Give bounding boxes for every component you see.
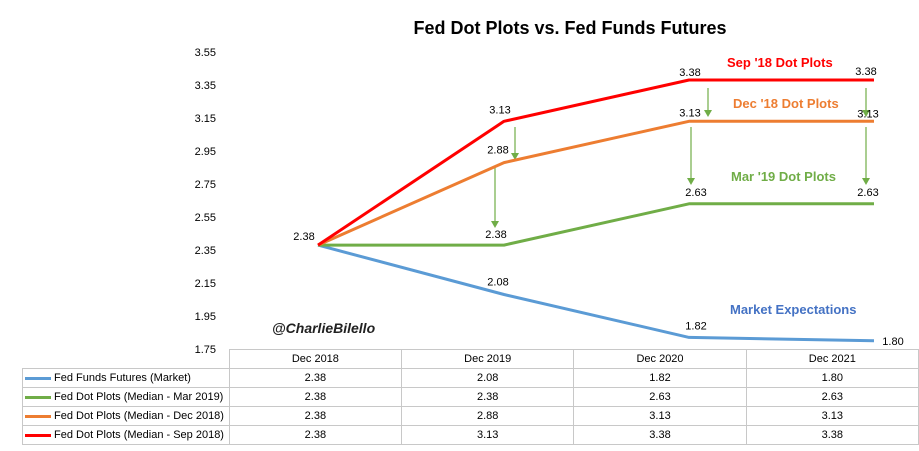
table-series-name: Fed Dot Plots (Median - Sep 2018)	[22, 425, 230, 445]
data-label: 2.08	[487, 277, 508, 289]
annotation-label: Mar '19 Dot Plots	[731, 169, 836, 184]
series-line-2	[317, 119, 874, 247]
y-tick-label: 2.95	[195, 146, 216, 158]
data-label: 2.38	[293, 231, 314, 243]
table-row: Fed Funds Futures (Market) 2.38 2.08 1.82 1.…	[22, 368, 919, 388]
legend-label: Fed Dot Plots (Median - Mar 2019)	[54, 391, 224, 403]
table-cell: 2.38	[401, 387, 575, 407]
watermark-handle: @CharlieBilello	[272, 320, 376, 336]
data-table: Dec 2018 Dec 2019 Dec 2020 Dec 2021 Fed Fun…	[22, 349, 919, 445]
table-cell: 2.38	[228, 406, 403, 426]
shift-arrow-head	[491, 221, 499, 228]
y-axis: 3.553.353.152.952.752.552.352.151.951.75	[195, 47, 216, 356]
annotation-label: Market Expectations	[730, 302, 856, 317]
y-tick-label: 2.35	[195, 245, 216, 257]
series-line-1	[318, 202, 874, 247]
table-cell: 3.38	[745, 425, 919, 445]
table-series-name: Fed Funds Futures (Market)	[22, 368, 230, 388]
table-row: Fed Dot Plots (Median - Sep 2018) 2.38 3.1…	[22, 425, 919, 445]
table-category: Dec 2020	[573, 349, 747, 369]
data-label: 3.13	[489, 104, 510, 116]
table-cell: 2.08	[401, 368, 575, 388]
data-table-corner	[22, 349, 230, 369]
series-line-0	[317, 243, 875, 343]
table-cell: 1.80	[745, 368, 919, 388]
table-row: Fed Dot Plots (Median - Dec 2018) 2.38 2.8…	[22, 406, 919, 426]
data-label: 2.38	[485, 229, 506, 241]
shift-arrow-head	[511, 153, 519, 160]
annotation-label: Sep '18 Dot Plots	[727, 55, 833, 70]
table-cell: 1.82	[573, 368, 747, 388]
series-lines	[317, 78, 875, 343]
y-tick-label: 2.75	[195, 179, 216, 191]
table-series-name: Fed Dot Plots (Median - Mar 2019)	[22, 387, 230, 407]
table-category: Dec 2019	[401, 349, 575, 369]
legend-swatch	[25, 376, 51, 380]
data-label: 2.63	[857, 187, 878, 199]
shift-arrow-head	[704, 110, 712, 117]
series-line-3	[317, 78, 874, 247]
y-tick-label: 3.55	[195, 47, 216, 59]
shift-arrows	[491, 88, 870, 228]
y-tick-label: 3.15	[195, 113, 216, 125]
data-table-body: Fed Funds Futures (Market) 2.38 2.08 1.82 1.…	[22, 368, 919, 445]
annotation-label: Dec '18 Dot Plots	[733, 96, 839, 111]
table-cell: 2.38	[228, 425, 403, 445]
legend-label: Fed Dot Plots (Median - Sep 2018)	[54, 429, 224, 441]
data-label: 2.88	[487, 145, 508, 157]
shift-arrow-head	[687, 178, 695, 185]
data-label: 3.13	[679, 107, 700, 119]
data-label: 3.38	[679, 67, 700, 79]
table-row: Fed Dot Plots (Median - Mar 2019) 2.38 2.3…	[22, 387, 919, 407]
annotations: Sep '18 Dot Plots Dec '18 Dot Plots Mar '1…	[727, 55, 856, 317]
legend-swatch	[25, 433, 51, 437]
data-table-header: Dec 2018 Dec 2019 Dec 2020 Dec 2021	[22, 349, 919, 369]
table-cell: 2.63	[573, 387, 747, 407]
y-tick-label: 3.35	[195, 80, 216, 92]
y-tick-label: 2.55	[195, 212, 216, 224]
y-tick-label: 1.95	[195, 311, 216, 323]
data-label: 2.63	[685, 187, 706, 199]
data-label: 1.82	[685, 320, 706, 332]
table-category: Dec 2018	[228, 349, 403, 369]
table-cell: 3.13	[745, 406, 919, 426]
legend-swatch	[25, 414, 51, 418]
table-cell: 3.13	[401, 425, 575, 445]
data-label: 3.13	[857, 108, 878, 120]
legend-swatch	[25, 395, 51, 399]
chart-title: Fed Dot Plots vs. Fed Funds Futures	[413, 18, 726, 38]
table-cell: 3.13	[573, 406, 747, 426]
table-cell: 3.38	[573, 425, 747, 445]
data-label: 3.38	[855, 66, 876, 78]
table-cell: 2.63	[745, 387, 919, 407]
data-labels: 2.38 2.08 1.82 1.80 2.38 2.63 2.63 2.88 3.13 3.13…	[293, 66, 903, 348]
table-category: Dec 2021	[745, 349, 919, 369]
table-cell: 2.38	[228, 387, 403, 407]
shift-arrow-head	[862, 178, 870, 185]
table-cell: 2.38	[228, 368, 403, 388]
legend-label: Fed Dot Plots (Median - Dec 2018)	[54, 410, 224, 422]
y-tick-label: 2.15	[195, 278, 216, 290]
table-series-name: Fed Dot Plots (Median - Dec 2018)	[22, 406, 230, 426]
data-label: 1.80	[882, 336, 903, 348]
table-cell: 2.88	[401, 406, 575, 426]
legend-label: Fed Funds Futures (Market)	[54, 372, 191, 384]
shift-arrow-head	[862, 110, 870, 117]
